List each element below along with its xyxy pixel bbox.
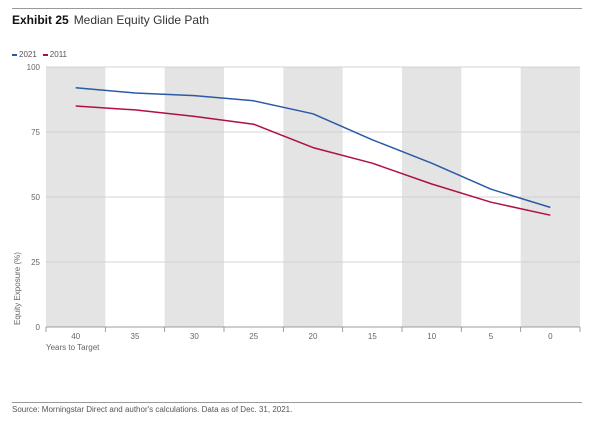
legend-item-2011: 2011 xyxy=(42,50,67,59)
legend: 2021 2011 xyxy=(12,50,67,59)
y-tick-75: 75 xyxy=(31,128,40,137)
top-rule xyxy=(12,8,582,9)
legend-swatch-2011 xyxy=(42,53,48,56)
y-axis-label: Equity Exposure (%) xyxy=(13,252,22,325)
series-line-2021 xyxy=(75,87,551,209)
x-tick-labels: 40 35 30 25 20 15 10 5 0 xyxy=(71,332,553,341)
series-line-2011 xyxy=(75,105,551,216)
x-tick-25: 25 xyxy=(249,332,258,341)
x-tick-15: 15 xyxy=(368,332,377,341)
gridlines xyxy=(45,66,581,332)
exhibit-label: Exhibit 25 xyxy=(12,13,69,27)
x-tick-10: 10 xyxy=(427,332,436,341)
legend-label-2011: 2011 xyxy=(49,50,67,59)
x-tick-20: 20 xyxy=(309,332,318,341)
y-tick-0: 0 xyxy=(36,323,41,332)
x-tick-0: 0 xyxy=(548,332,553,341)
x-axis-label: Years to Target xyxy=(46,343,100,352)
exhibit-title: Exhibit 25 Median Equity Glide Path xyxy=(12,13,209,27)
x-tick-40: 40 xyxy=(71,332,80,341)
x-tick-35: 35 xyxy=(131,332,140,341)
legend-item-2021: 2021 xyxy=(12,50,37,59)
y-tick-labels: 0 25 50 75 100 xyxy=(27,63,41,332)
series-lines xyxy=(75,87,551,216)
source-note: Source: Morningstar Direct and author's … xyxy=(12,405,293,414)
x-tick-5: 5 xyxy=(489,332,494,341)
x-tick-30: 30 xyxy=(190,332,199,341)
y-tick-100: 100 xyxy=(27,63,41,72)
legend-swatch-2021 xyxy=(12,53,17,56)
bottom-rule xyxy=(12,402,582,403)
legend-label-2021: 2021 xyxy=(19,50,37,59)
chart-title: Median Equity Glide Path xyxy=(73,13,210,27)
y-tick-50: 50 xyxy=(31,193,40,202)
y-tick-25: 25 xyxy=(31,258,40,267)
